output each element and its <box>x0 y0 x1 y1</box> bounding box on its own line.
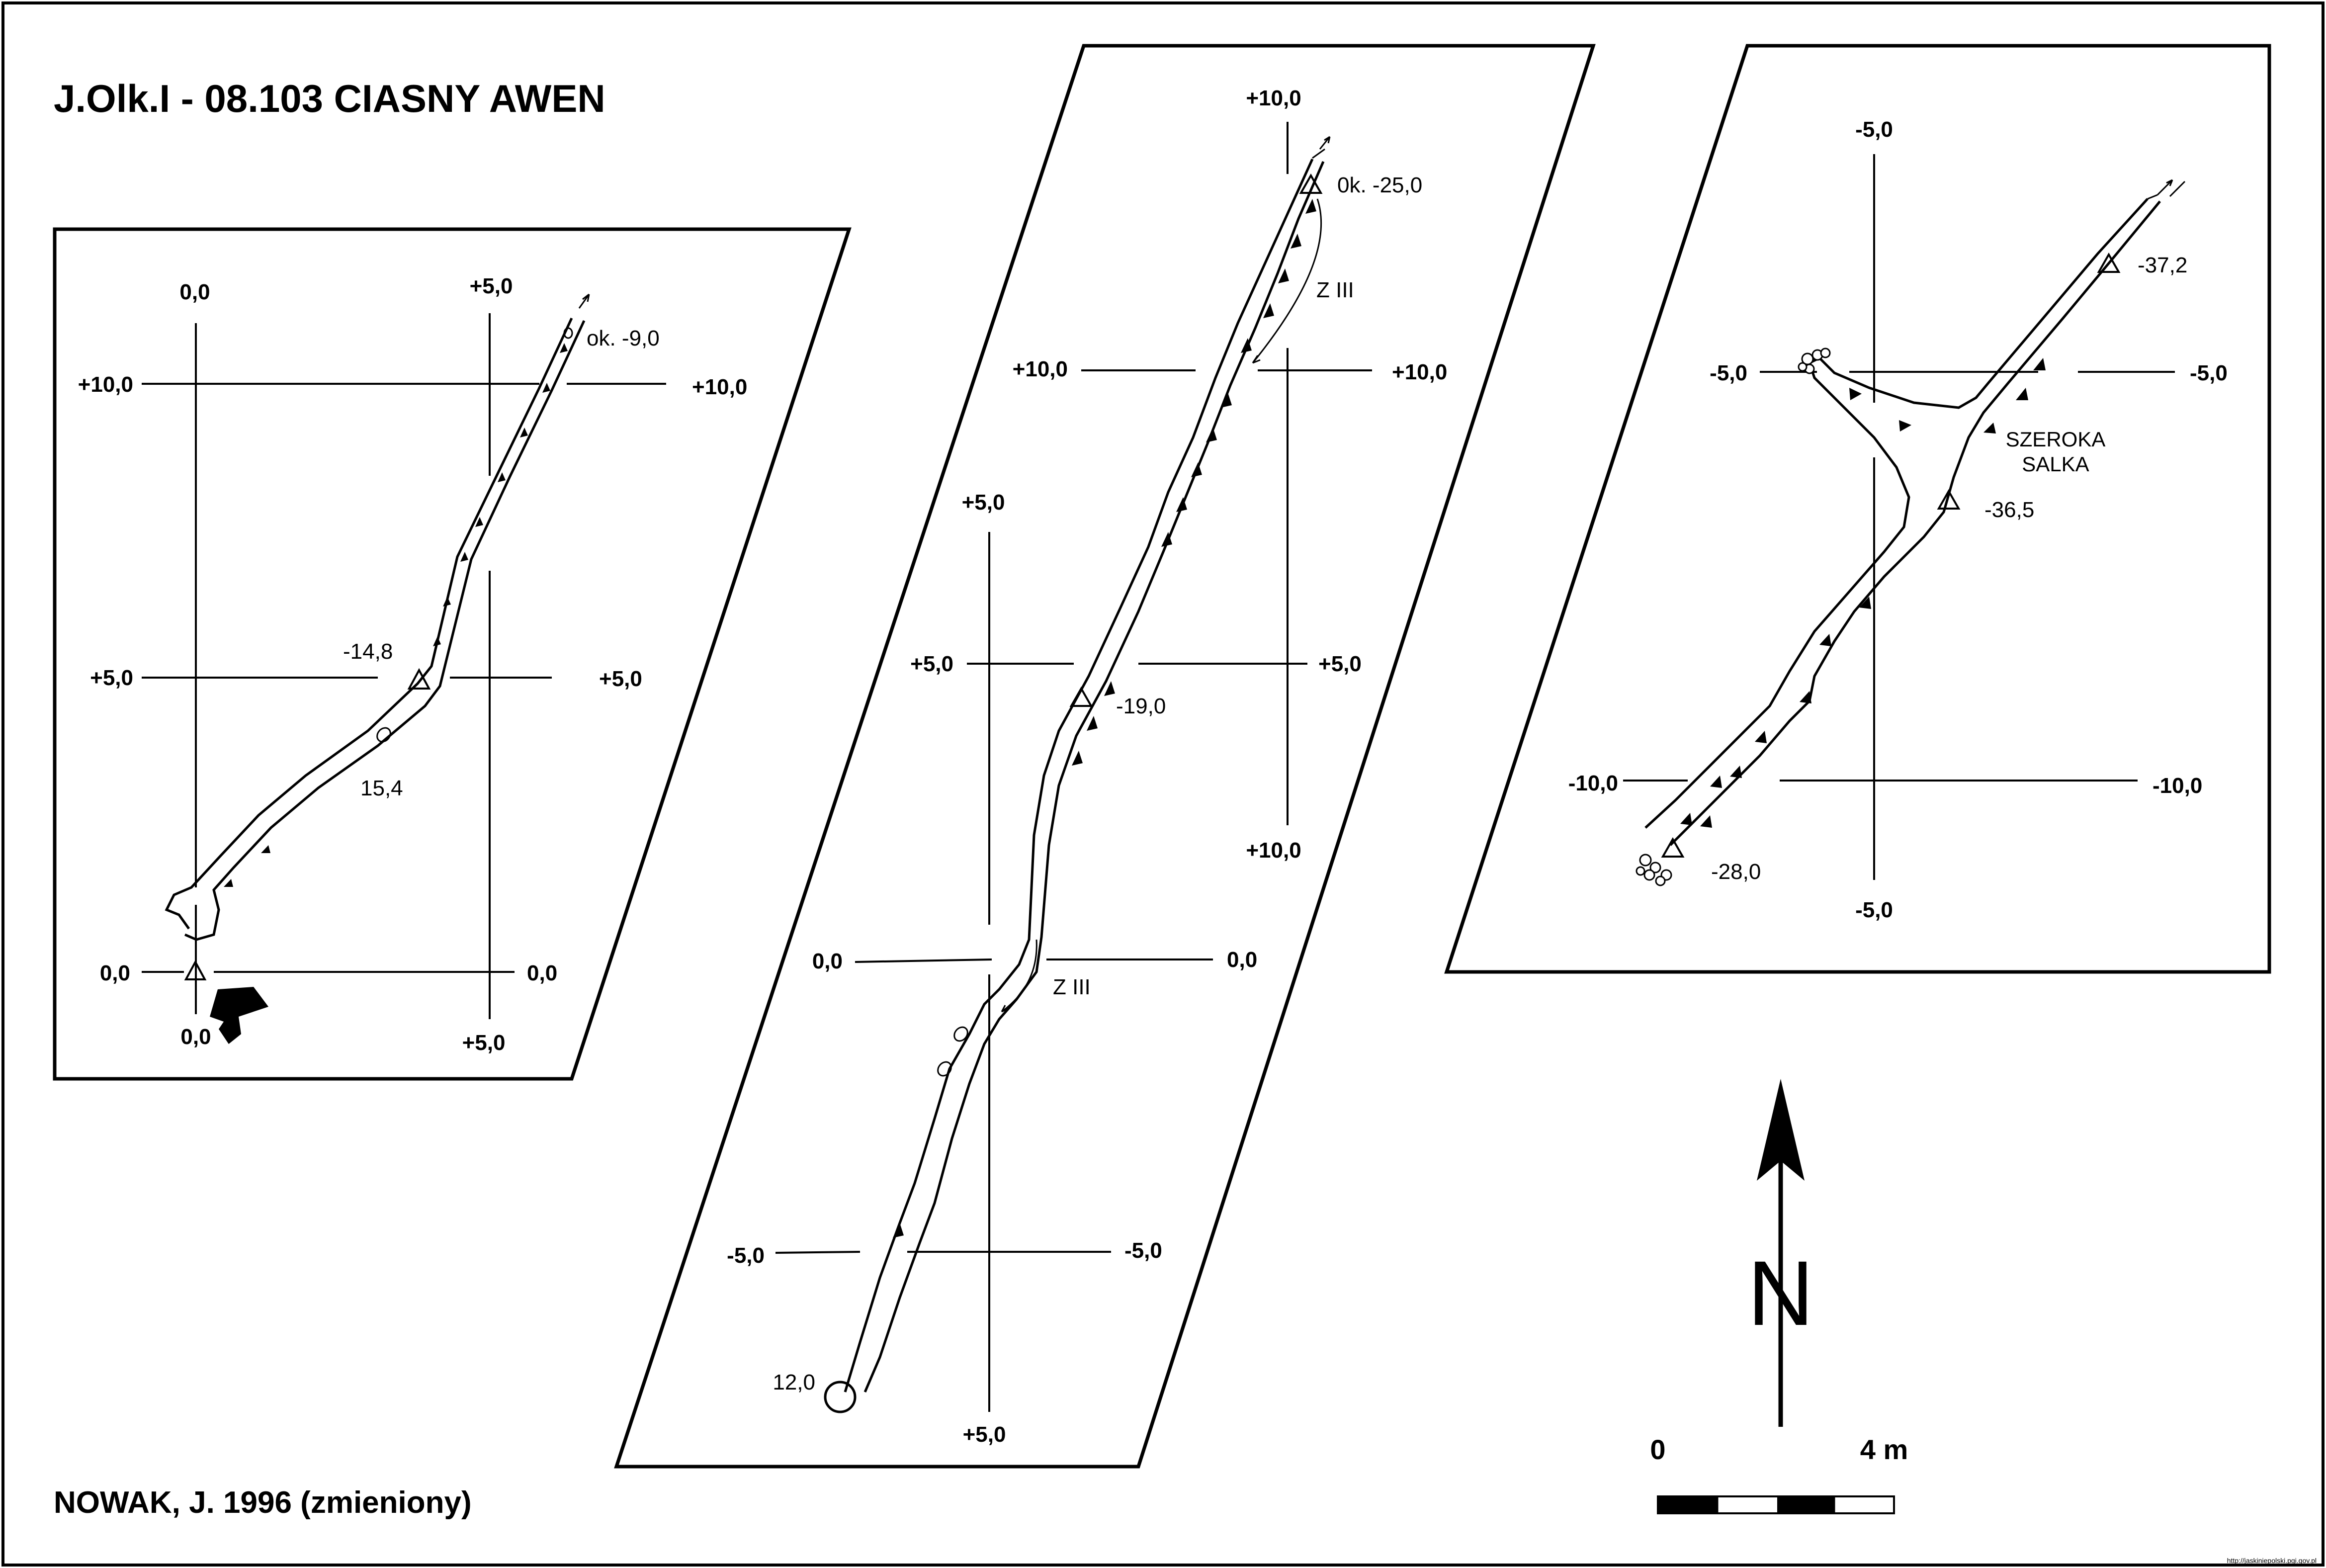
sheet-title: J.Olk.I - 08.103 CIASNY AWEN <box>54 77 605 120</box>
panel-3-grid <box>1623 154 2175 880</box>
p1-grid-left-mid: +5,0 <box>90 666 133 690</box>
p2-slope-arrows <box>893 199 1316 1238</box>
p3-top-triangle <box>2097 252 2121 273</box>
p3-grid-top: -5,0 <box>1855 117 1893 142</box>
p2-grid-bottom-right: -5,0 <box>1124 1238 1162 1263</box>
entrance-arrow-icon <box>210 987 268 1044</box>
p2-top-triangle <box>1299 173 1323 194</box>
p1-slope-arrows <box>224 343 568 887</box>
p3-boulders-upper <box>1798 348 1831 374</box>
p3-bottom-triangle <box>1661 837 1685 858</box>
p3-room-label-2: SALKA <box>2022 452 2089 476</box>
panel-3-section: -5,0 -5,0 -5,0 -10,0 -10,0 -5,0 <box>1444 44 2271 974</box>
scale-bar <box>1657 1495 1895 1514</box>
north-arrow-icon <box>1757 1079 1805 1427</box>
panel-3-frame <box>1444 44 2271 974</box>
p2-grid-upper-right: +10,0 <box>1392 360 1447 384</box>
p1-station-triangle <box>407 668 431 690</box>
p2-passage <box>844 136 1331 1393</box>
p1-grid-top-left: 0,0 <box>179 280 210 304</box>
p1-origin-triangle <box>184 959 207 980</box>
p2-zone-lower: Z III <box>1053 975 1091 999</box>
p1-squeeze-marker <box>376 727 391 743</box>
p2-zone-upper: Z III <box>1316 278 1354 302</box>
p3-grid-lower-right: -10,0 <box>2153 774 2202 798</box>
p3-station-depth: -36,5 <box>1984 498 2034 522</box>
p2-grid-top: +10,0 <box>1246 86 1301 110</box>
p3-top-depth: -37,2 <box>2138 253 2187 277</box>
p1-grid-top-right: +5,0 <box>470 274 513 298</box>
p3-grid-bottom: -5,0 <box>1855 898 1893 922</box>
p2-grid-lower-top: +10,0 <box>1246 838 1301 863</box>
p2-grid-mid-right: +5,0 <box>1318 652 1362 676</box>
p3-grid-lower-left: -10,0 <box>1568 771 1618 795</box>
scale-start-label: 0 <box>1650 1434 1665 1465</box>
p3-passage <box>1644 179 2186 846</box>
p3-grid-upper-left: -5,0 <box>1710 361 1747 385</box>
panel-1-grid <box>142 313 666 1019</box>
source-watermark: http://jaskiniepolski.pgi.gov.pl <box>2227 1557 2317 1565</box>
p3-boulders-lower <box>1636 854 1672 886</box>
p3-bottom-depth: -28,0 <box>1711 860 1761 884</box>
p1-station-depth: -14,8 <box>343 639 393 664</box>
p2-grid-upper-left: +10,0 <box>1013 357 1068 381</box>
p1-grid-bottom-right: +5,0 <box>462 1031 506 1055</box>
p1-passage-width: 15,4 <box>360 776 403 800</box>
p2-grid-mid-left: +5,0 <box>910 652 953 676</box>
p2-station-triangle <box>1069 686 1093 707</box>
panel-2-frame <box>614 44 1596 1469</box>
p1-grid-right-mid: +5,0 <box>599 667 642 691</box>
scale-end-label: 4 m <box>1860 1434 1908 1465</box>
p2-end-shaft <box>824 1381 857 1413</box>
p1-entrance-depth: ok. -9,0 <box>587 326 660 350</box>
panel-2-grid <box>775 122 1372 1412</box>
author-credit: NOWAK, J. 1996 (zmieniony) <box>54 1485 472 1520</box>
p2-top-depth: 0k. -25,0 <box>1337 173 1422 197</box>
p2-grid-bottom: +5,0 <box>963 1422 1006 1447</box>
p2-squeeze-marker-2 <box>937 1061 952 1077</box>
p3-slope-arrows <box>1680 358 2046 828</box>
p1-grid-right-low: 0,0 <box>527 961 557 985</box>
p1-grid-left-upper: +10,0 <box>78 372 133 397</box>
p2-station-depth: -19,0 <box>1116 694 1166 718</box>
p2-grid-mid-top: +5,0 <box>962 490 1005 515</box>
panel-1-section: 0,0 +5,0 +10,0 +10,0 +5,0 +5,0 0,0 0,0 0… <box>53 227 852 1081</box>
p2-grid-bottom-left: -5,0 <box>727 1243 765 1268</box>
p1-grid-right-upper: +10,0 <box>692 375 747 399</box>
p3-grid-upper-right: -5,0 <box>2190 361 2228 385</box>
p2-grid-low-left: 0,0 <box>812 949 843 973</box>
p1-grid-bottom-left: 0,0 <box>180 1025 211 1049</box>
panel-2-section: +10,0 +10,0 +10,0 +5,0 +5,0 +5,0 +10,0 0… <box>614 44 1596 1469</box>
panel-1-frame <box>53 227 852 1081</box>
p1-grid-left-low: 0,0 <box>100 961 130 985</box>
north-label: N <box>1747 1242 1814 1345</box>
p1-passage <box>165 293 590 941</box>
p3-room-label-1: SZEROKA <box>2006 428 2106 451</box>
p2-end-depth: 12,0 <box>773 1370 815 1394</box>
p3-station-triangle <box>1937 489 1961 510</box>
p1-entrance-marker <box>563 327 573 339</box>
p2-squeeze-marker-1 <box>953 1026 968 1042</box>
p2-grid-low-right: 0,0 <box>1227 948 1257 972</box>
